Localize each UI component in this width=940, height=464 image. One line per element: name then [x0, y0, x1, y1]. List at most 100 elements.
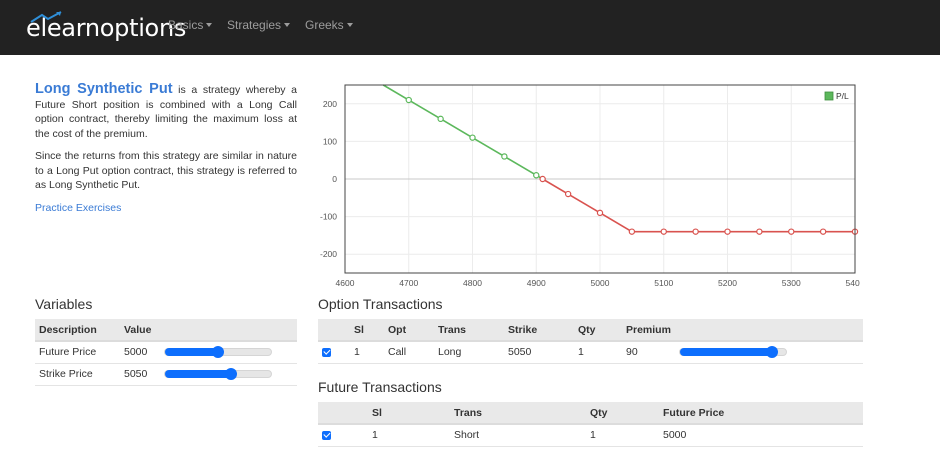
data-point	[596, 209, 604, 217]
nav-greeks[interactable]: Greeks	[305, 18, 353, 32]
data-point	[501, 153, 508, 160]
future-trans: Short	[450, 424, 586, 447]
y-tick-label: -200	[320, 249, 337, 259]
y-tick-label: 100	[323, 136, 337, 146]
option-transactions-heading: Option Transactions	[318, 296, 443, 312]
strategy-description: Long Synthetic Put is a strategy whereby…	[35, 82, 297, 215]
series-segment	[567, 193, 601, 214]
y-tick-label: 200	[323, 99, 337, 109]
future-qty: 1	[586, 424, 659, 447]
nav-strategies-label: Strategies	[227, 18, 282, 32]
option-sl: 1	[350, 341, 384, 364]
pl-chart: 4600 4700 4800 4900 5000 5100 5200 5300 5400 200 1…	[320, 84, 860, 288]
data-point	[437, 115, 444, 123]
nav-greeks-label: Greeks	[305, 18, 344, 32]
practice-exercises-link[interactable]: Practice Exercises	[35, 201, 122, 214]
x-tick-label: 5200	[718, 278, 737, 288]
col-description: Description	[35, 319, 120, 342]
x-tick-label: 5300	[782, 278, 801, 288]
series-segment	[408, 99, 442, 120]
x-tick-label: 5400	[846, 278, 860, 288]
option-trans: Long	[434, 341, 504, 364]
table-row: Strike Price 5050	[35, 363, 297, 386]
intro-paragraph-2: Since the returns from this strategy are…	[35, 150, 297, 191]
variable-description: Strike Price	[35, 363, 120, 386]
col-premium: Premium	[622, 319, 675, 342]
logo-arrow-icon	[30, 11, 62, 23]
data-point	[819, 228, 827, 235]
data-point	[788, 228, 795, 235]
data-point	[692, 228, 699, 235]
premium-slider[interactable]	[678, 346, 787, 359]
data-point	[533, 172, 540, 179]
table-row: Future Price 5000	[35, 341, 297, 364]
col-value: Value	[120, 319, 297, 342]
data-point	[405, 96, 412, 104]
data-point	[724, 228, 731, 235]
plot-border	[344, 84, 856, 274]
col-sl: Sl	[368, 402, 450, 425]
series-segment	[503, 155, 537, 176]
data-point	[628, 228, 636, 235]
col-future-price: Future Price	[659, 402, 863, 425]
col-sl: Sl	[350, 319, 384, 342]
variables-table: Description Value Future Price 5000 Stri…	[35, 319, 297, 386]
nav-basics[interactable]: Basics	[168, 18, 213, 32]
strategy-title: Long Synthetic Put	[35, 81, 173, 97]
col-qty: Qty	[586, 402, 659, 425]
x-tick-label: 4600	[336, 278, 355, 288]
data-point	[564, 190, 572, 198]
logo-text: elearnoptions	[26, 14, 187, 42]
caret-down-icon	[284, 23, 291, 27]
variables-heading: Variables	[35, 296, 93, 312]
option-qty: 1	[574, 341, 622, 364]
option-opt: Call	[384, 341, 434, 364]
x-tick-label: 5100	[654, 278, 673, 288]
series-segment	[542, 178, 569, 195]
future-sl: 1	[368, 424, 450, 447]
data-point	[660, 228, 667, 235]
x-tick-label: 4800	[463, 278, 482, 288]
legend-swatch	[824, 91, 834, 101]
col-premium-slider	[674, 319, 863, 342]
variable-value: 5050	[120, 363, 160, 386]
option-strike: 5050	[504, 341, 574, 364]
caret-down-icon	[206, 23, 213, 27]
col-trans: Trans	[450, 402, 586, 425]
logo[interactable]: elearnoptions	[26, 11, 187, 44]
future-price: 5000	[659, 424, 863, 447]
x-tick-label: 4700	[399, 278, 418, 288]
x-tick-label: 4900	[527, 278, 546, 288]
intro-text-1: is a strategy whereby a Future Short pos…	[35, 84, 298, 140]
col-checkbox	[318, 319, 350, 342]
table-row: 1 Short 1 5000	[318, 424, 863, 447]
series-segment	[472, 136, 505, 158]
table-row: 1 Call Long 5050 1 90	[318, 341, 863, 364]
variable-description: Future Price	[35, 341, 120, 364]
series-segment	[440, 118, 473, 139]
y-tick-label: -100	[320, 212, 337, 222]
col-trans: Trans	[434, 319, 504, 342]
nav-basics-label: Basics	[168, 18, 204, 32]
option-row-checkbox[interactable]	[322, 347, 331, 357]
navbar: elearnoptions Basics Strategies Greeks	[0, 0, 940, 55]
strike-price-slider[interactable]	[164, 368, 272, 380]
col-strike: Strike	[504, 319, 574, 342]
option-premium: 90	[622, 341, 675, 364]
y-tick-label: 0	[332, 174, 337, 184]
series-segment	[599, 212, 633, 233]
series-segment	[382, 84, 410, 101]
nav-strategies[interactable]: Strategies	[227, 18, 291, 32]
legend-label: P/L	[836, 91, 849, 101]
col-opt: Opt	[384, 319, 434, 342]
option-transactions-table: Sl Opt Trans Strike Qty Premium 1 Call L…	[318, 319, 863, 364]
future-transactions-table: Sl Trans Qty Future Price 1 Short 1 5000	[318, 402, 863, 447]
x-tick-label: 5000	[591, 278, 610, 288]
caret-down-icon	[346, 23, 353, 27]
variable-value: 5000	[120, 341, 160, 364]
future-price-slider[interactable]	[164, 346, 272, 359]
col-qty: Qty	[574, 319, 622, 342]
future-row-checkbox[interactable]	[322, 430, 331, 440]
future-transactions-heading: Future Transactions	[318, 379, 442, 395]
col-checkbox	[318, 402, 368, 425]
